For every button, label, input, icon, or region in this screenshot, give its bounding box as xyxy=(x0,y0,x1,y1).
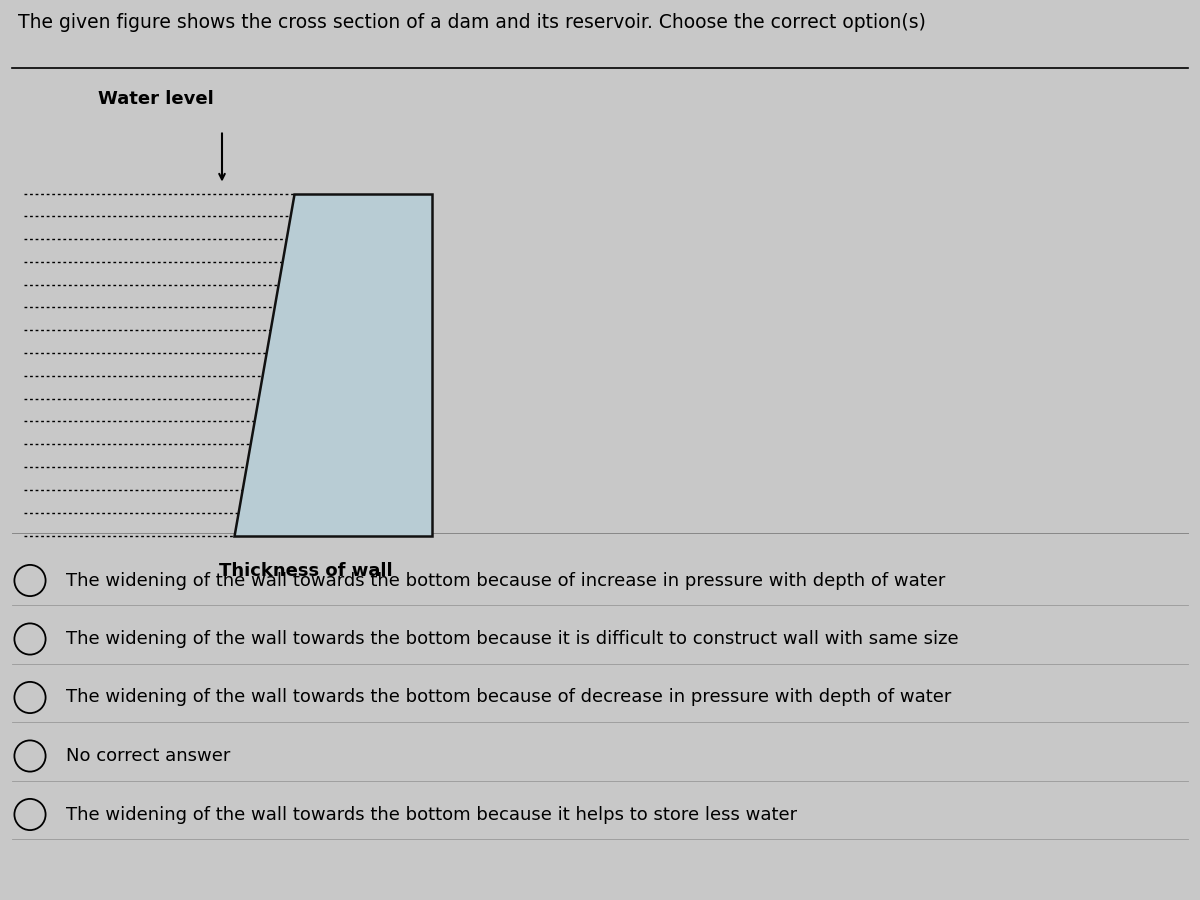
Text: The widening of the wall towards the bottom because of decrease in pressure with: The widening of the wall towards the bot… xyxy=(66,688,952,706)
Polygon shape xyxy=(234,194,432,536)
Text: The given figure shows the cross section of a dam and its reservoir. Choose the : The given figure shows the cross section… xyxy=(18,14,926,32)
Text: Thickness of wall: Thickness of wall xyxy=(220,562,392,580)
Text: The widening of the wall towards the bottom because it helps to store less water: The widening of the wall towards the bot… xyxy=(66,806,797,824)
Text: No correct answer: No correct answer xyxy=(66,747,230,765)
Text: The widening of the wall towards the bottom because of increase in pressure with: The widening of the wall towards the bot… xyxy=(66,572,946,590)
Text: Water level: Water level xyxy=(98,90,214,108)
Text: The widening of the wall towards the bottom because it is difficult to construct: The widening of the wall towards the bot… xyxy=(66,630,959,648)
